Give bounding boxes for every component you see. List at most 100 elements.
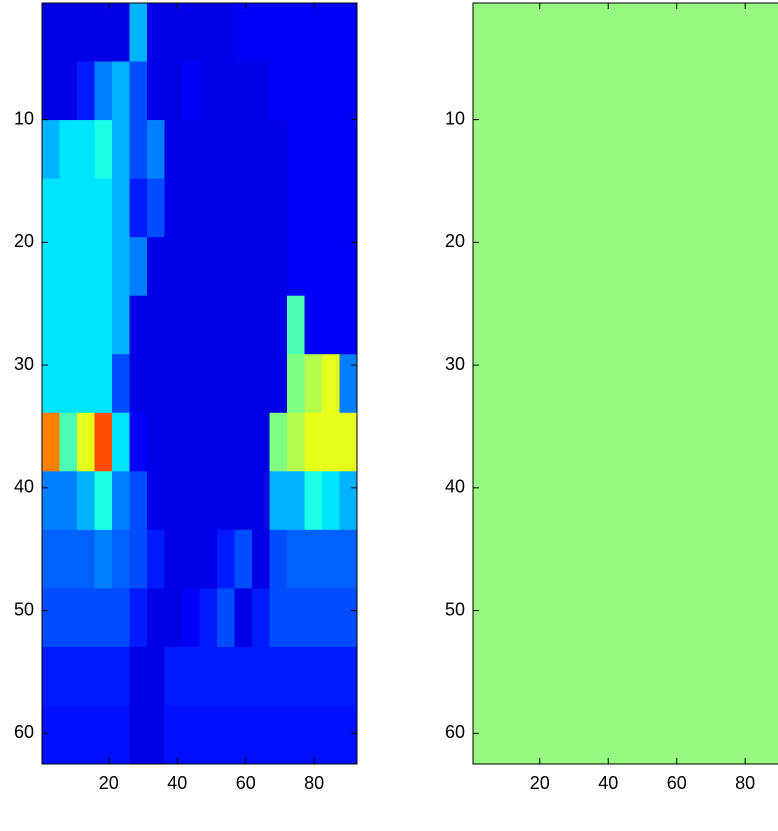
y-tick-label: 30 — [445, 354, 465, 374]
heatmap-cell — [304, 178, 323, 238]
heatmap-cell — [129, 471, 148, 531]
heatmap-cell — [129, 588, 148, 648]
heatmap-cell — [182, 646, 200, 706]
heatmap-cell — [217, 646, 235, 706]
heatmap-cell — [339, 412, 358, 472]
heatmap-cell — [339, 471, 358, 531]
y-tick-label: 60 — [445, 722, 465, 742]
heatmap-cell — [112, 471, 130, 531]
heatmap-cell — [164, 120, 183, 180]
y-tick-label: 10 — [14, 108, 34, 128]
heatmap-cell — [129, 178, 148, 238]
heatmap-cell — [217, 588, 235, 648]
heatmap-cell — [199, 61, 218, 121]
heatmap-cell — [199, 295, 218, 355]
heatmap-cell — [164, 705, 183, 765]
heatmap-cell — [269, 61, 288, 121]
heatmap-cell — [269, 178, 288, 238]
heatmap-cell — [164, 412, 183, 472]
heatmap-cell — [322, 120, 340, 180]
heatmap-cell — [42, 178, 60, 238]
heatmap-cell — [287, 120, 305, 180]
heatmap-cell — [339, 705, 358, 765]
heatmap-cell — [112, 354, 130, 414]
heatmap-cell — [129, 646, 148, 706]
heatmap-cell — [252, 61, 270, 121]
heatmap-cell — [77, 61, 95, 121]
heatmap-cell — [94, 295, 113, 355]
heatmap-cell — [42, 3, 60, 63]
heatmap-cell — [77, 3, 95, 63]
x-tick-label: 60 — [667, 773, 687, 793]
heatmap-cell — [199, 529, 218, 589]
heatmap-cell — [322, 412, 340, 472]
heatmap-cell — [42, 412, 60, 472]
heatmap-cell — [164, 471, 183, 531]
x-tick-label: 80 — [304, 773, 324, 793]
heatmap-cell — [269, 120, 288, 180]
heatmap-cell — [217, 705, 235, 765]
heatmap-cell — [182, 588, 200, 648]
heatmap-cell — [164, 354, 183, 414]
heatmap-cell — [164, 588, 183, 648]
heatmap-cell — [112, 646, 130, 706]
heatmap-cell — [217, 471, 235, 531]
heatmap-cell — [59, 705, 78, 765]
heatmap-cell — [182, 178, 200, 238]
heatmap-cell — [129, 3, 148, 63]
heatmap-cell — [234, 120, 253, 180]
heatmap-cell — [112, 529, 130, 589]
heatmap-cell — [77, 471, 95, 531]
heatmap-cell — [77, 588, 95, 648]
heatmap-cell — [94, 3, 113, 63]
heatmap-cell — [339, 646, 358, 706]
heatmap-cell — [287, 646, 305, 706]
heatmap-cell — [234, 3, 253, 63]
heatmap-cell — [269, 237, 288, 297]
heatmap-cell — [322, 705, 340, 765]
heatmap-cell — [94, 178, 113, 238]
heatmap-cell — [59, 412, 78, 472]
heatmap-cell — [234, 705, 253, 765]
heatmap-cell — [217, 354, 235, 414]
heatmap-cell — [339, 529, 358, 589]
heatmap-cell — [322, 61, 340, 121]
heatmap-cell — [287, 237, 305, 297]
heatmap-cell — [164, 529, 183, 589]
heatmap-cell — [42, 588, 60, 648]
heatmap-cell — [164, 646, 183, 706]
heatmap-cell — [199, 237, 218, 297]
heatmap-cell — [234, 295, 253, 355]
heatmap-cell — [59, 237, 78, 297]
heatmap-cell — [94, 646, 113, 706]
y-tick-label: 50 — [445, 599, 465, 619]
heatmap-cell — [112, 705, 130, 765]
heatmap-cell — [199, 471, 218, 531]
heatmap-cell — [199, 646, 218, 706]
heatmap-cell — [287, 705, 305, 765]
heatmap-cell — [252, 237, 270, 297]
heatmap-cell — [147, 529, 165, 589]
heatmap-cell — [42, 646, 60, 706]
heatmap-cell — [77, 354, 95, 414]
heatmap-cell — [269, 295, 288, 355]
heatmap-cell — [269, 354, 288, 414]
heatmap-cell — [234, 412, 253, 472]
heatmap-cell — [322, 529, 340, 589]
y-tick-label: 10 — [445, 108, 465, 128]
heatmap-cell — [112, 237, 130, 297]
heatmap-cell — [252, 705, 270, 765]
heatmap-cell — [269, 3, 288, 63]
x-tick-label: 60 — [236, 773, 256, 793]
heatmap-cell — [77, 412, 95, 472]
heatmap-cell — [322, 646, 340, 706]
heatmap-cell — [77, 646, 95, 706]
heatmap-cell — [252, 588, 270, 648]
heatmap-cell — [182, 354, 200, 414]
heatmap-cell — [147, 354, 165, 414]
heatmap-cell — [182, 471, 200, 531]
heatmap-cell — [94, 237, 113, 297]
heatmap-cell — [234, 237, 253, 297]
heatmap-cell — [269, 529, 288, 589]
heatmap-cell — [269, 588, 288, 648]
